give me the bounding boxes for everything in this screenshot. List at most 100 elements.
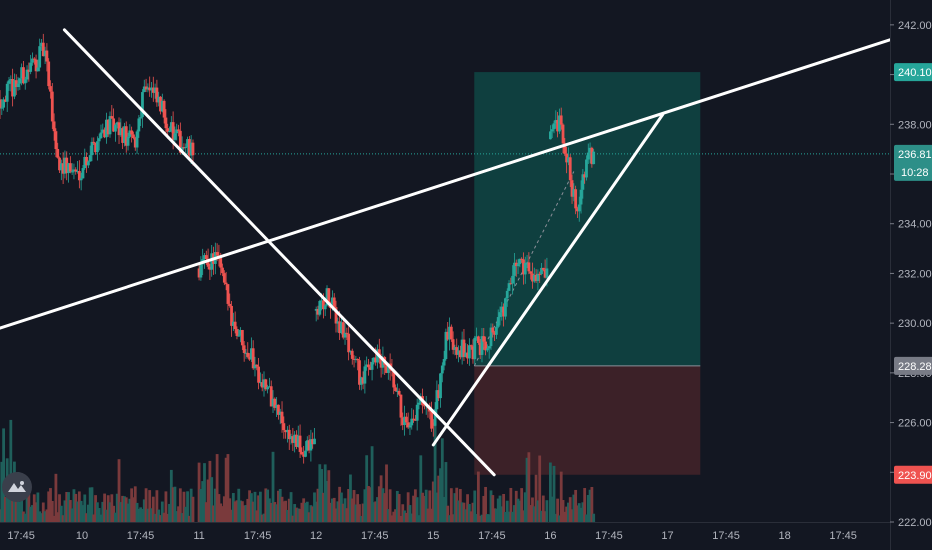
volume-bar [18,501,22,522]
volume-bar [471,502,475,522]
candle [159,96,162,112]
candle [543,269,547,278]
candle [148,87,152,91]
volume-bar [289,492,293,522]
candle [126,136,130,146]
volume-bar [77,491,81,522]
volume-bar [430,508,434,522]
candle [349,350,352,353]
candle [132,134,135,139]
volume-bar [76,501,79,522]
candle [309,439,313,451]
volume-bar [352,490,356,522]
volume-bar [108,502,112,522]
volume-bar [467,504,471,522]
trendline-1[interactable] [62,28,496,477]
volume-bar [347,488,351,522]
price-tag-current [894,144,932,181]
volume-bar [576,505,579,522]
volume-bar [318,464,322,522]
price-axis[interactable]: 222.00224.00226.00228.00230.00232.00234.… [890,0,932,550]
candle [88,155,92,162]
candle [43,50,47,57]
candle [442,359,446,366]
time-tick-label: 17:45 [829,530,857,542]
drawing-layer[interactable] [0,28,892,477]
volume-bar [56,512,60,522]
volume-bar [583,488,587,522]
volume-bar [264,488,268,522]
volume-bar [278,488,282,522]
tradingview-logo-icon[interactable] [2,472,32,502]
candle [563,143,567,154]
loss-zone[interactable] [474,365,701,475]
volume-bar [83,494,87,522]
volume-bar [435,492,439,522]
volume-bar [219,503,223,522]
candle [408,425,412,428]
volume-bar [72,489,76,522]
volume-bar [226,454,230,522]
candle [498,312,502,318]
candle [473,337,477,360]
volume-bar [63,500,67,522]
volume-bar [439,468,442,522]
volume-bar [424,489,428,522]
candle [160,100,164,112]
volume-bar [151,496,155,522]
candle [50,91,54,122]
candle [511,275,515,284]
volume-bar [208,460,212,522]
candle [298,435,302,452]
candle [318,301,322,315]
volume-bar [112,505,116,522]
candle [525,262,529,264]
volume-bar [532,506,536,522]
volume-bar [295,507,298,522]
candle [350,350,354,359]
candle [356,358,360,361]
volume-bar [251,501,255,522]
volume-bar [171,487,175,522]
volume-bar [509,487,513,522]
volume-bar [338,486,342,522]
candle [2,99,6,108]
candle [293,434,297,443]
time-axis[interactable]: 17:45 10 17:45 11 17:45 12 17:45 15 17:45 16 17:45… [0,522,890,550]
price-tick-label: 232.00 [898,268,932,280]
candle [260,382,264,388]
candle [54,131,58,149]
volume-bar [491,495,495,522]
volume-bar [529,505,533,522]
candle [11,79,15,97]
volume-bar [61,515,65,522]
volume-bar [307,512,311,522]
volume-bar [137,508,141,522]
volume-bar [331,498,334,522]
candle [379,355,383,368]
candle [7,80,11,84]
candle [271,398,275,407]
volume-bar [415,497,419,522]
trendline-2[interactable] [0,38,892,330]
candle [153,87,157,93]
volume-bar [493,508,497,522]
volume-bar [592,513,596,522]
volume-bar [358,504,361,522]
volume-bar [505,500,509,522]
volume-bar [504,511,507,522]
candle [403,416,406,426]
volume-bar [343,498,347,522]
candle [22,67,25,84]
trendline-3[interactable] [431,112,665,447]
candle [49,86,52,92]
candle [237,335,241,337]
candle [141,92,144,118]
volume-bar [253,491,257,522]
volume-bar [489,490,493,522]
volume-bar [58,494,61,522]
profit-zone[interactable] [474,72,701,366]
volume-bar [40,513,43,522]
time-tick-label: 17:45 [595,530,623,542]
